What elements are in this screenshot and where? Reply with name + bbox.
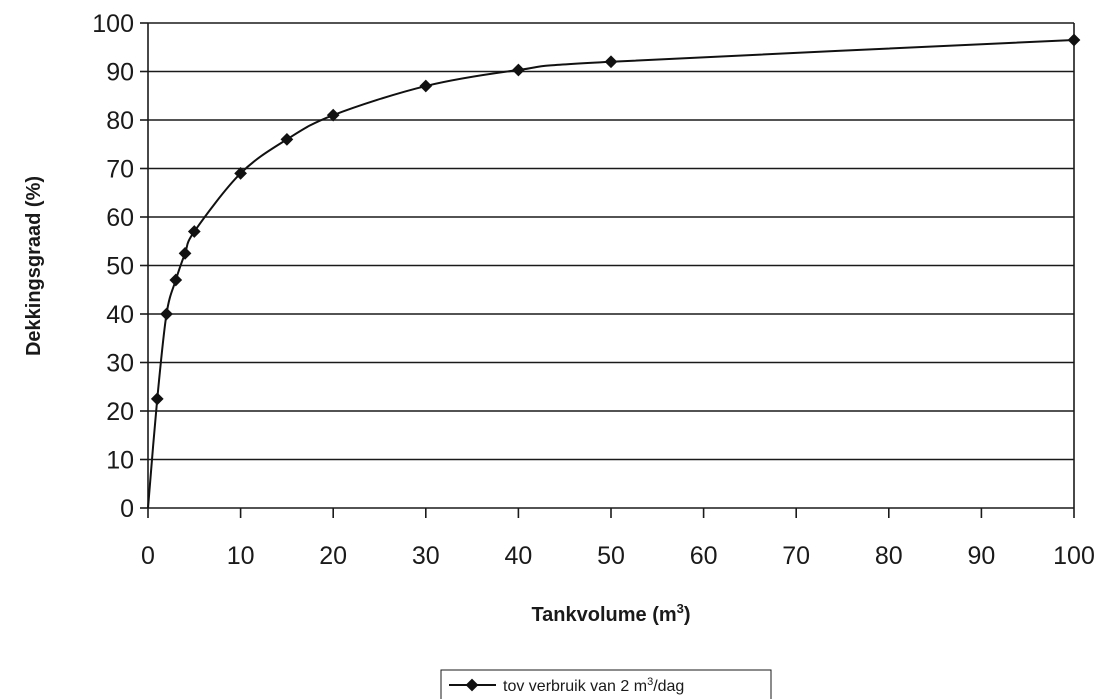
- x-tick-label-0: 0: [141, 542, 155, 570]
- x-tick-label-60: 60: [690, 542, 718, 570]
- legend-label-tail: /dag: [653, 678, 684, 695]
- x-axis-label-main: Tankvolume (m: [531, 604, 676, 626]
- data-point-0-4: [187, 225, 201, 238]
- x-tick-label-80: 80: [875, 542, 903, 570]
- y-tick-label-0: 0: [120, 495, 134, 523]
- data-point-0-9: [512, 63, 525, 77]
- x-tick-label-100: 100: [1053, 542, 1095, 570]
- x-tick-label-20: 20: [319, 542, 347, 570]
- y-tick-label-70: 70: [106, 156, 134, 184]
- data-point-0-1: [160, 307, 173, 321]
- x-axis-label-sup: 3: [677, 601, 684, 616]
- x-tick-label-30: 30: [412, 542, 440, 570]
- y-tick-label-30: 30: [106, 350, 134, 378]
- y-tick-label-60: 60: [106, 204, 134, 232]
- series-group: [147, 33, 1081, 509]
- grid-lines: [148, 22, 1074, 461]
- axes: [140, 22, 1075, 518]
- x-tick-label-90: 90: [967, 542, 995, 570]
- x-tick-label-40: 40: [504, 542, 532, 570]
- data-point-0-2: [169, 273, 183, 287]
- y-tick-label-80: 80: [106, 107, 134, 135]
- y-tick-label-50: 50: [106, 253, 134, 281]
- x-tick-label-70: 70: [782, 542, 810, 570]
- x-tick-label-10: 10: [227, 542, 255, 570]
- y-tick-label-10: 10: [106, 447, 134, 475]
- y-axis-label: Dekkingsgraad (%): [23, 176, 45, 356]
- legend-label-main: tov verbruik van 2 m: [503, 678, 647, 695]
- data-point-0-10: [604, 55, 618, 69]
- data-point-0-7: [326, 108, 340, 122]
- y-tick-label-90: 90: [106, 59, 134, 87]
- y-tick-label-20: 20: [106, 398, 134, 426]
- legend: tov verbruik van 2 m3/dag: [440, 669, 772, 699]
- x-tick-label-50: 50: [597, 542, 625, 570]
- series-line-0: [147, 38, 1075, 509]
- data-point-0-6: [280, 133, 294, 146]
- data-point-0-0: [150, 392, 164, 406]
- x-tick-labels: 0 10 20 30 40 50 60 70 80 90 100: [141, 542, 1095, 570]
- x-axis-label: Tankvolume (m3): [531, 601, 690, 626]
- data-point-0-3: [178, 247, 192, 260]
- x-axis-label-tail: ): [684, 604, 691, 626]
- y-tick-label-40: 40: [106, 301, 134, 329]
- y-tick-label-100: 100: [92, 10, 134, 38]
- data-point-0-5: [234, 166, 247, 180]
- y-tick-labels: 0 10 20 30 40 50 60 70 80 90 100: [92, 10, 134, 523]
- legend-label: tov verbruik van 2 m3/dag: [503, 676, 684, 695]
- data-point-0-11: [1067, 33, 1081, 47]
- legend-label-sup: 3: [647, 676, 653, 688]
- data-point-0-8: [419, 79, 433, 93]
